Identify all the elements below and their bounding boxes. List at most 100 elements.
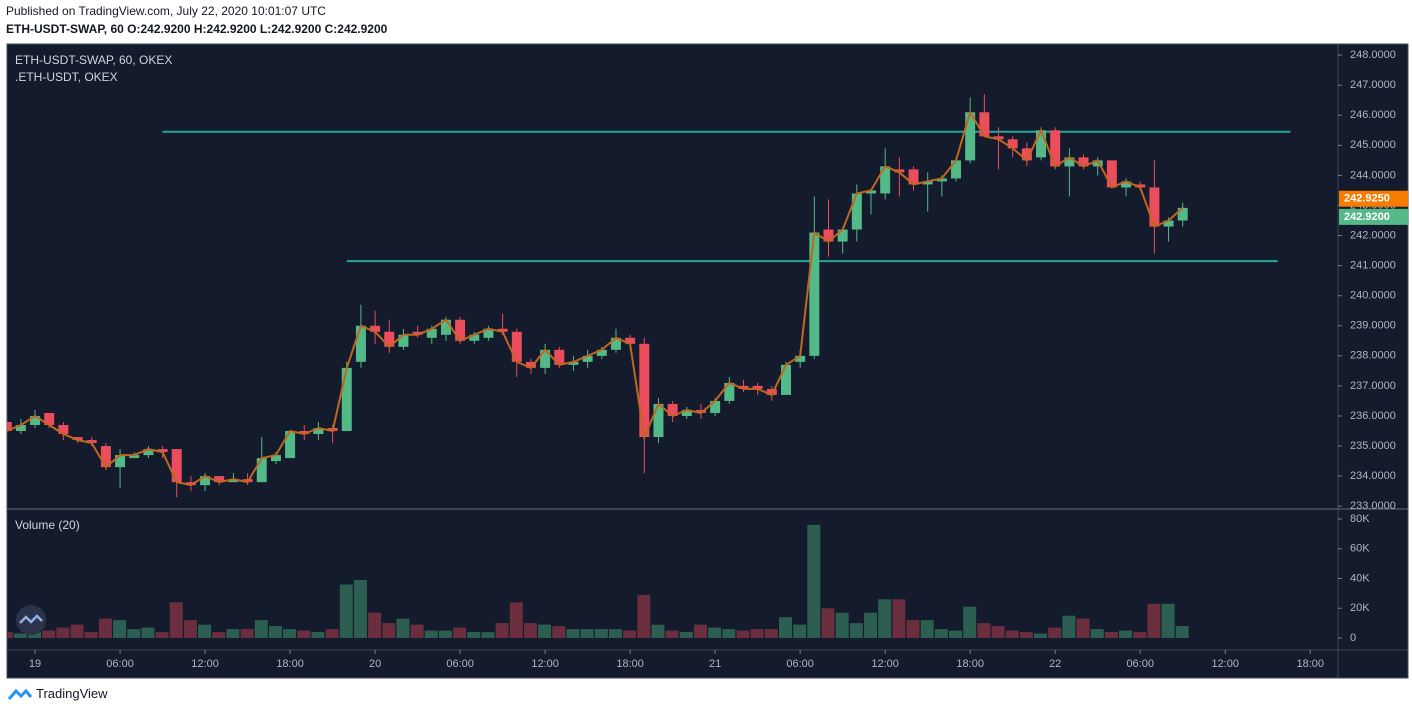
y-tick-label: 239.0000 <box>1350 320 1396 332</box>
plot-area <box>7 94 1291 638</box>
volume-bar <box>424 630 438 638</box>
volume-bar <box>523 623 537 638</box>
volume-bar <box>339 584 353 638</box>
series-legend: ETH-USDT-SWAP, 60, OKEX <box>15 53 172 67</box>
volume-bar <box>608 629 622 638</box>
candle-body <box>667 403 678 416</box>
volume-bar <box>637 594 651 638</box>
candle-body <box>483 328 494 338</box>
x-tick-label: 18:00 <box>1296 658 1324 670</box>
candle-body <box>384 331 395 347</box>
volume-tick-label: 40K <box>1350 572 1370 584</box>
candle-body <box>100 446 111 468</box>
volume-bar <box>509 602 523 638</box>
volume-bar <box>1119 630 1133 638</box>
candle-body <box>979 112 990 137</box>
x-tick-label: 22 <box>1049 658 1061 670</box>
volume-bar <box>311 632 325 638</box>
candle-body <box>1007 139 1018 149</box>
volume-bar <box>1076 618 1090 638</box>
candle-body <box>554 349 565 365</box>
volume-bar <box>297 630 311 638</box>
volume-bar <box>127 629 141 638</box>
candle-body <box>1092 160 1103 167</box>
y-tick-label: 248.0000 <box>1350 49 1396 61</box>
candle-body <box>625 337 636 344</box>
candle-body <box>86 440 97 444</box>
candle-body <box>497 328 508 332</box>
x-tick-label: 12:00 <box>191 658 219 670</box>
volume-bar <box>56 627 70 638</box>
candle-body <box>1163 220 1174 227</box>
volume-bar <box>793 624 807 638</box>
x-tick-label: 06:00 <box>106 658 134 670</box>
candle-body <box>285 431 296 459</box>
candle-body <box>724 382 735 401</box>
overlay-line <box>7 109 1184 487</box>
candle-body <box>15 425 26 432</box>
volume-bar <box>283 629 297 638</box>
x-tick-label: 06:00 <box>786 658 814 670</box>
candle-body <box>653 403 664 438</box>
volume-bar <box>835 612 849 638</box>
candle-body <box>1021 148 1032 161</box>
candle-body <box>455 319 466 341</box>
y-tick-label: 236.0000 <box>1350 410 1396 422</box>
volume-bar <box>382 623 396 638</box>
x-tick-label: 18:00 <box>276 658 304 670</box>
candle-body <box>851 193 862 230</box>
volume-bar <box>651 624 665 638</box>
candle-body <box>1177 207 1188 221</box>
volume-bar <box>764 629 778 638</box>
x-tick-label: 12:00 <box>871 658 899 670</box>
candle-body <box>370 325 381 332</box>
volume-bar <box>396 618 410 638</box>
volume-bar <box>1062 615 1076 638</box>
x-tick-label: 19 <box>29 658 41 670</box>
candle-body <box>880 166 891 194</box>
candle-body <box>171 449 182 483</box>
volume-bar <box>1161 603 1175 638</box>
y-tick-label: 238.0000 <box>1350 350 1396 362</box>
candle-body <box>256 458 267 483</box>
candle-body <box>795 355 806 362</box>
x-tick-label: 12:00 <box>531 658 559 670</box>
candle-body <box>1121 181 1132 188</box>
candle-body <box>951 160 962 179</box>
volume-bar <box>722 629 736 638</box>
volume-bar <box>183 620 197 638</box>
candle-body <box>355 325 366 362</box>
volume-bar <box>977 623 991 638</box>
volume-bar <box>113 620 127 638</box>
volume-bar <box>1133 632 1147 638</box>
volume-bar <box>920 620 934 638</box>
candle-body <box>511 331 522 362</box>
volume-bar <box>268 626 282 638</box>
candle-body <box>766 388 777 395</box>
x-tick-label: 18:00 <box>956 658 984 670</box>
candle-body <box>1149 187 1160 227</box>
candle-body <box>610 337 621 350</box>
volume-bar <box>963 606 977 638</box>
volume-bar <box>7 632 13 638</box>
volume-bar <box>594 629 608 638</box>
volume-bar <box>1090 629 1104 638</box>
candle-body <box>440 319 451 335</box>
candle-body <box>185 482 196 486</box>
candle-body <box>568 361 579 365</box>
y-tick-label: 233.0000 <box>1350 500 1396 512</box>
candle-body <box>200 476 211 486</box>
candle-body <box>299 431 310 435</box>
volume-bar <box>42 630 56 638</box>
candle-body <box>115 455 126 468</box>
volume-bar <box>438 630 452 638</box>
volume-bar <box>155 632 169 638</box>
y-tick-label: 246.0000 <box>1350 109 1396 121</box>
candle-body <box>426 328 437 338</box>
symbol-header: ETH-USDT-SWAP, 60 O:242.9200 H:242.9200 … <box>6 22 388 36</box>
candle-body <box>681 409 692 416</box>
candle-body <box>270 455 281 462</box>
volume-title: Volume (20) <box>15 518 80 532</box>
footer-logo <box>8 688 32 700</box>
